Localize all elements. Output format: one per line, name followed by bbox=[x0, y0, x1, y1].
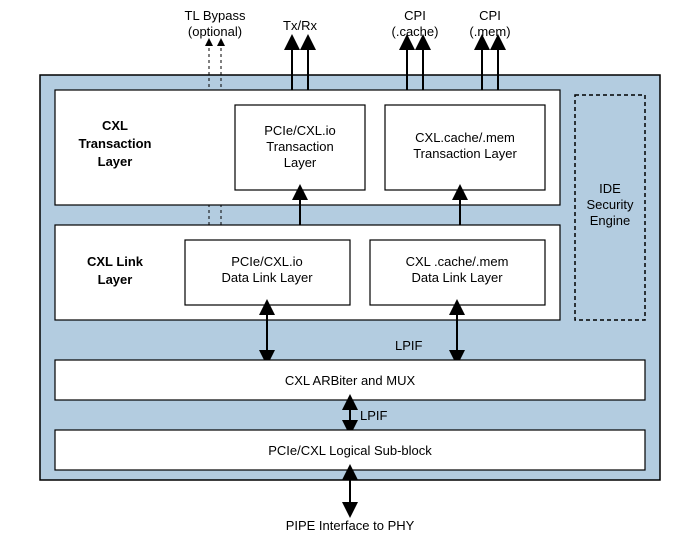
cm-trans-l2: Transaction Layer bbox=[413, 146, 517, 161]
ide-l1: IDE bbox=[599, 181, 621, 196]
ide-l3: Engine bbox=[590, 213, 630, 228]
ide-l2: Security bbox=[587, 197, 634, 212]
tl-bypass-l2: (optional) bbox=[188, 24, 242, 39]
pcie-trans-l2: Transaction bbox=[266, 139, 333, 154]
pipe-label: PIPE Interface to PHY bbox=[286, 518, 415, 533]
trans-title-l1: CXL bbox=[102, 118, 128, 133]
pcie-link-l2: Data Link Layer bbox=[221, 270, 313, 285]
link-title-l1: CXL Link bbox=[87, 254, 144, 269]
pcie-trans-l1: PCIe/CXL.io bbox=[264, 123, 336, 138]
cm-link-l1: CXL .cache/.mem bbox=[406, 254, 509, 269]
trans-title-l2: Transaction bbox=[79, 136, 152, 151]
pcie-trans-l3: Layer bbox=[284, 155, 317, 170]
lpif1-label: LPIF bbox=[395, 338, 423, 353]
lpif2-label: LPIF bbox=[360, 408, 388, 423]
logical-label: PCIe/CXL Logical Sub-block bbox=[268, 443, 432, 458]
pcie-link-l1: PCIe/CXL.io bbox=[231, 254, 303, 269]
cpi2-l1: CPI bbox=[479, 8, 501, 23]
cpi1-l1: CPI bbox=[404, 8, 426, 23]
cpi2-l2: (.mem) bbox=[469, 24, 510, 39]
tl-bypass-l1: TL Bypass bbox=[185, 8, 246, 23]
cpi1-l2: (.cache) bbox=[392, 24, 439, 39]
link-title-l2: Layer bbox=[98, 272, 133, 287]
txrx-label: Tx/Rx bbox=[283, 18, 317, 33]
cm-trans-l1: CXL.cache/.mem bbox=[415, 130, 515, 145]
arbiter-label: CXL ARBiter and MUX bbox=[285, 373, 416, 388]
trans-title-l3: Layer bbox=[98, 154, 133, 169]
cm-link-l2: Data Link Layer bbox=[411, 270, 503, 285]
